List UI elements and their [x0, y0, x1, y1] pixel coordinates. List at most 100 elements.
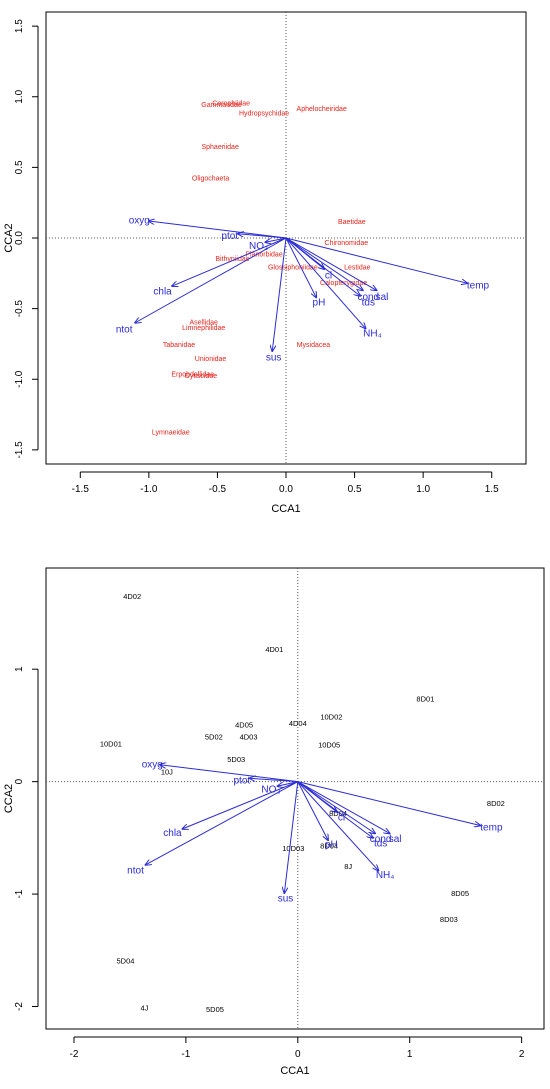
- env-vector-label: cl: [325, 271, 332, 282]
- env-vector-label: cond: [357, 292, 379, 303]
- site-label: 8D04: [329, 809, 347, 818]
- env-vector-arrow: [238, 234, 287, 239]
- site-label: 4D02: [123, 592, 141, 601]
- env-vector-arrow: [172, 237, 287, 286]
- env-vector-arrow: [149, 221, 287, 239]
- y-tick-label: 0.5: [14, 160, 25, 174]
- site-label: 5D03: [227, 755, 245, 764]
- site-label: 4D01: [265, 645, 283, 654]
- y-tick-label: -1: [14, 889, 25, 898]
- env-vector-label: NH₄: [363, 329, 382, 340]
- site-label: 4D05: [235, 720, 253, 729]
- site-label: 8D02: [487, 799, 505, 808]
- x-tick-label: -1: [181, 1049, 190, 1060]
- y-tick-label: -2: [14, 1002, 25, 1011]
- env-vector-label: ptot: [221, 231, 238, 242]
- x-tick-label: -1.5: [72, 484, 90, 495]
- species-label: Limnephilidae: [182, 325, 225, 332]
- env-vector-label: oxyg: [129, 216, 150, 227]
- site-label: 8D01: [416, 694, 434, 703]
- species-label: Glossiphoniidae: [268, 264, 318, 271]
- env-vector-arrow: [297, 781, 373, 838]
- site-label: 4D03: [240, 733, 258, 742]
- x-tick-label: 2: [519, 1049, 525, 1060]
- env-vector-label: temp: [467, 281, 490, 292]
- y-tick-label: 1.5: [14, 19, 25, 33]
- x-tick-label: 1.0: [416, 484, 430, 495]
- site-label: 10D01: [100, 739, 122, 748]
- env-vector-arrow: [284, 781, 299, 893]
- site-label: 8J: [344, 862, 352, 871]
- species-label: Aphelocheiridae: [297, 106, 347, 113]
- env-vector-arrow: [272, 237, 287, 351]
- species-label: Hydropsychidae: [239, 110, 289, 117]
- env-vector-label: cl: [338, 812, 345, 823]
- env-vector-arrow: [297, 781, 375, 834]
- env-vector-arrow: [146, 781, 299, 865]
- x-tick-label: -0.5: [209, 484, 227, 495]
- env-vector-arrow: [285, 237, 377, 290]
- species-label: Asellidae: [190, 319, 219, 326]
- env-vector-arrow: [297, 781, 480, 826]
- env-vector-arrow: [285, 237, 366, 328]
- env-vector-arrow: [265, 237, 287, 242]
- site-label: 5D05: [206, 1005, 224, 1014]
- env-vector-label: chla: [153, 286, 172, 297]
- species-biplot-panel: -1.5 -1.0 -0.5 0.0 0.5 1.0 1.5 -1.5 -1.0 -0.5 0.0 0…: [3, 11, 527, 515]
- y-tick-label: -1.0: [14, 370, 25, 388]
- env-vector-label: ntot: [116, 324, 133, 335]
- site-label: 8D04: [320, 842, 338, 851]
- env-vector-label: NO₃: [249, 241, 268, 252]
- site-label: 8D05: [451, 889, 469, 898]
- x-tick-label: 1.5: [485, 484, 499, 495]
- env-vector-label: sus: [266, 353, 282, 364]
- y-tick-label: 1: [14, 666, 25, 672]
- site-label: 4J: [141, 1004, 149, 1013]
- env-vector-arrow: [297, 781, 328, 840]
- species-label: Corophiidae: [212, 100, 250, 107]
- env-vector-label: oxyg: [142, 760, 163, 771]
- y-axis-title: CCA2: [3, 223, 15, 252]
- species-label: Dytiscidae: [185, 373, 217, 380]
- species-label: Tabanidae: [163, 342, 195, 349]
- x-tick-label: 0.0: [279, 484, 293, 495]
- env-vector-arrow: [285, 237, 316, 297]
- y-tick-label: 0: [14, 778, 25, 784]
- env-vector-label: NO₃: [261, 784, 280, 795]
- env-vector-label: NH₄: [376, 870, 395, 881]
- x-tick-label: 0: [295, 1049, 301, 1060]
- y-tick-label: -1.5: [14, 441, 25, 459]
- y-axis-title: CCA2: [3, 784, 15, 813]
- env-vector-label: sal: [376, 292, 389, 303]
- env-vector-label: tds: [362, 298, 375, 309]
- x-axis-title: CCA1: [280, 1065, 309, 1077]
- species-label: Gammaridae: [201, 102, 242, 109]
- env-vector-arrow: [278, 781, 298, 786]
- env-vector-label: cond: [370, 834, 392, 845]
- env-vector-arrow: [285, 237, 467, 283]
- x-tick-label: 1: [407, 1049, 413, 1060]
- sites-biplot-panel: -2 -1 0 1 2 -2 -1 0 1 CCA1 CCA2 4D02 4D01 8D01 10D02 4D…: [3, 567, 545, 1077]
- env-vector-label: sal: [389, 834, 402, 845]
- env-vector-arrow: [285, 237, 363, 290]
- x-tick-label: 0.5: [348, 484, 362, 495]
- plot-frame: [45, 567, 545, 1030]
- env-vector-arrow: [297, 781, 390, 834]
- env-vector-label: pH: [313, 298, 326, 309]
- x-axis-title: CCA1: [271, 503, 300, 515]
- env-vector-label: ptot: [233, 775, 250, 786]
- x-tick-label: -1.0: [140, 484, 158, 495]
- env-vector-label: temp: [480, 823, 503, 834]
- y-tick-label: 0.0: [14, 231, 25, 245]
- species-label: Lestidae: [344, 264, 371, 271]
- env-vector-arrow: [285, 237, 360, 296]
- species-label: Oligochaeta: [192, 175, 229, 182]
- env-vector-arrow: [297, 781, 379, 871]
- env-vector-arrow: [183, 781, 298, 829]
- env-vector-label: tds: [374, 838, 387, 849]
- y-tick-label: -0.5: [14, 300, 25, 318]
- env-vector-label: sus: [278, 893, 294, 904]
- species-label: Planorbidae: [245, 252, 282, 259]
